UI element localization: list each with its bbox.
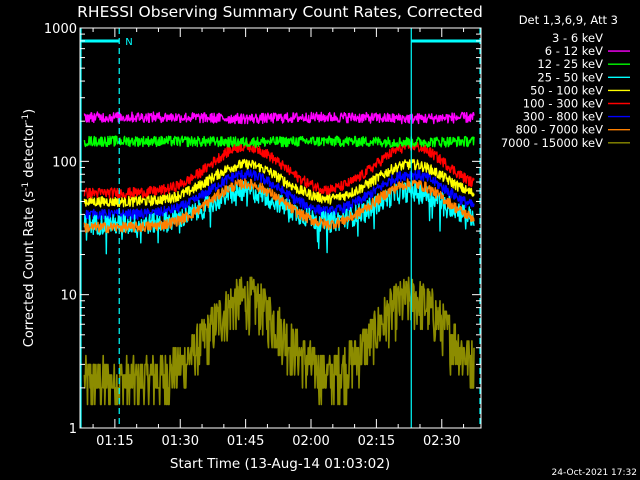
legend-entry-label: 300 - 800 keV (523, 110, 603, 124)
y-tick-label: 1 (69, 422, 77, 437)
chart-title: RHESSI Observing Summary Count Rates, Co… (77, 3, 483, 21)
series-line-50-100-kev (83, 158, 475, 208)
x-tick-label: 01:30 (162, 434, 199, 449)
y-axis-label: Corrected Count Rate (s-1 detector-1) (21, 109, 37, 347)
x-tick-label: 02:15 (358, 434, 395, 449)
legend-entry-label: 6 - 12 keV (545, 44, 603, 58)
y-axis-label-sup1: -1 (21, 182, 31, 191)
legend-title: Det 1,3,6,9, Att 3 (519, 13, 618, 27)
legend-entry-label: 100 - 300 keV (523, 97, 603, 111)
y-axis-label-mid: detector (22, 122, 37, 182)
y-tick-label: 100 (52, 155, 77, 170)
chart-axes: 1 10 100 1000 01:15 01:30 01:45 02:00 02:15 02:30 (44, 22, 482, 449)
series-line-100-300-kev (83, 140, 475, 199)
x-tick-label: 02:00 (292, 434, 329, 449)
series-line-7000-15000-kev (83, 276, 475, 406)
legend-entry-label: 800 - 7000 keV (515, 123, 603, 137)
x-tick-label: 02:30 (423, 434, 460, 449)
plot-frame (79, 27, 482, 429)
y-tick-label: 1000 (44, 22, 77, 37)
series-line-800-7000-kev (83, 178, 475, 234)
plot-timestamp: 24-Oct-2021 17:32 (552, 468, 637, 478)
legend-entry-label: 7000 - 15000 keV (501, 136, 603, 150)
x-axis-label: Start Time (13-Aug-14 01:03:02) (170, 456, 390, 472)
x-tick-label: 01:45 (227, 434, 264, 449)
series-line-6-12-kev (83, 111, 475, 125)
legend-entry-label: 12 - 25 keV (537, 57, 603, 71)
night-marker-label: N (125, 37, 132, 48)
x-tick-label: 01:15 (96, 434, 133, 449)
y-tick-label: 10 (60, 289, 77, 304)
y-axis-label-end: ) (22, 109, 37, 114)
legend-entry-label: 50 - 100 keV (530, 83, 603, 97)
legend-entry-label: 25 - 50 keV (537, 70, 603, 84)
legend-entry-label: 3 - 6 keV (552, 31, 603, 45)
y-axis-label-sup2: -1 (21, 114, 31, 123)
y-axis-label-main: Corrected Count Rate (s (22, 191, 37, 348)
series-line-300-800-kev (83, 168, 475, 221)
series-line-12-25-kev (83, 135, 475, 148)
chart-overlay: N (80, 28, 481, 428)
chart-marks (83, 111, 475, 406)
